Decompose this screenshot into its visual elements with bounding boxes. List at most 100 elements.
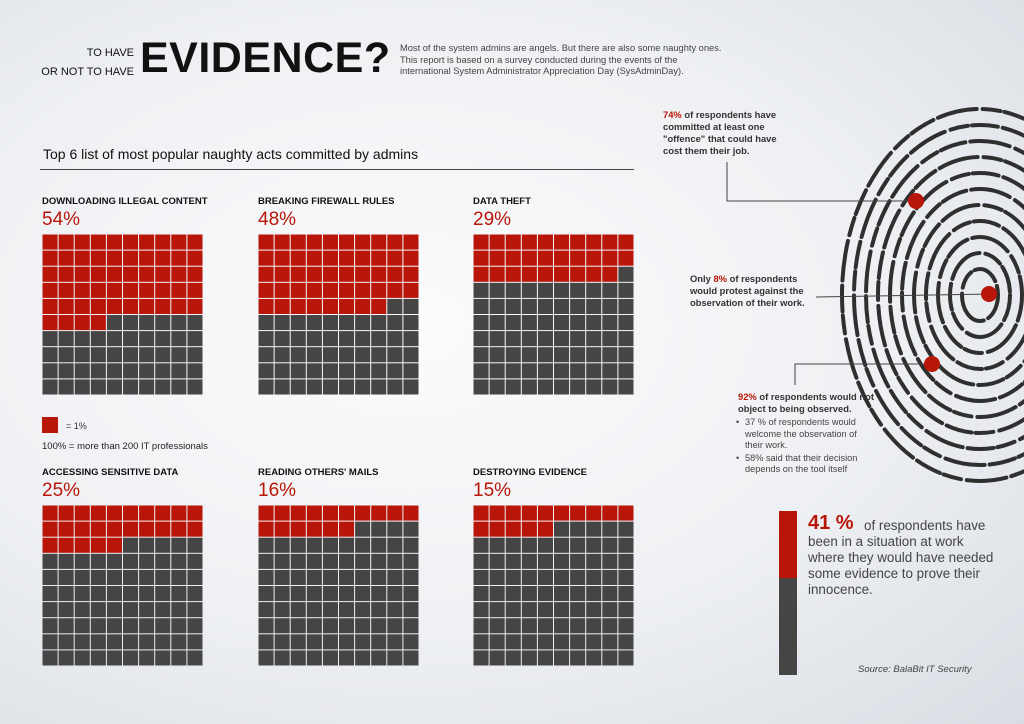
waffle-cell-filled	[274, 298, 290, 314]
waffle-cell-filled	[90, 315, 106, 331]
waffle-cell-empty	[322, 634, 338, 650]
waffle-cell-empty	[90, 347, 106, 363]
waffle-cell-filled	[521, 234, 537, 250]
waffle-cell-filled	[42, 282, 58, 298]
waffle-cell-empty	[306, 569, 322, 585]
waffle-cell-filled	[187, 298, 203, 314]
waffle-cell-empty	[505, 634, 521, 650]
waffle-cell-empty	[106, 553, 122, 569]
waffle-cell-empty	[387, 537, 403, 553]
waffle-cell-empty	[274, 553, 290, 569]
waffle-cell-filled	[58, 298, 74, 314]
waffle-cell-empty	[618, 363, 634, 379]
waffle-label: READING OTHERS' MAILS	[258, 467, 379, 478]
waffle-cell-empty	[123, 537, 139, 553]
waffle-cell-empty	[106, 634, 122, 650]
waffle-cell-empty	[74, 569, 90, 585]
waffle-cell-empty	[106, 347, 122, 363]
waffle-cell-filled	[171, 234, 187, 250]
waffle-cell-empty	[123, 634, 139, 650]
waffle-cell-filled	[106, 505, 122, 521]
waffle-cell-filled	[602, 505, 618, 521]
waffle-cell-filled	[505, 234, 521, 250]
callout-line-1	[726, 162, 916, 202]
waffle-cell-empty	[403, 553, 419, 569]
callout-3-bullets: • 37 % of respondents would welcome the o…	[736, 417, 876, 476]
waffle-cell-empty	[521, 379, 537, 395]
waffle-cell-empty	[106, 569, 122, 585]
waffle-cell-filled	[473, 250, 489, 266]
waffle-cell-filled	[42, 250, 58, 266]
waffle-cell-empty	[306, 315, 322, 331]
waffle-cell-empty	[155, 315, 171, 331]
waffle-cell-empty	[90, 553, 106, 569]
waffle-cell-empty	[473, 569, 489, 585]
waffle-cell-empty	[521, 586, 537, 602]
waffle-block-2: BREAKING FIREWALL RULES 48%	[258, 196, 419, 400]
waffle-cell-empty	[618, 602, 634, 618]
waffle-value-label: 16%	[258, 480, 297, 501]
waffle-cell-filled	[155, 234, 171, 250]
waffle-cell-filled	[274, 282, 290, 298]
waffle-cell-filled	[355, 250, 371, 266]
waffle-cell-filled	[42, 234, 58, 250]
waffle-cell-filled	[106, 537, 122, 553]
waffle-cell-empty	[489, 537, 505, 553]
waffle-cell-filled	[521, 250, 537, 266]
waffle-cell-empty	[258, 553, 274, 569]
waffle-cell-empty	[187, 331, 203, 347]
stat-text: of respondents have been in a situation …	[808, 518, 994, 597]
waffle-cell-empty	[586, 537, 602, 553]
waffle-value-label: 29%	[473, 209, 512, 230]
waffle-cell-filled	[505, 521, 521, 537]
waffle-cell-empty	[171, 379, 187, 395]
waffle-cell-filled	[58, 282, 74, 298]
waffle-cell-empty	[339, 379, 355, 395]
waffle-cell-empty	[274, 569, 290, 585]
waffle-cell-filled	[554, 266, 570, 282]
callout-1-text: of respondents have committed at least o…	[663, 109, 777, 156]
waffle-cell-filled	[123, 250, 139, 266]
waffle-cell-filled	[355, 234, 371, 250]
waffle-cell-empty	[106, 379, 122, 395]
waffle-cell-filled	[187, 521, 203, 537]
waffle-cell-empty	[387, 634, 403, 650]
waffle-cell-empty	[521, 363, 537, 379]
waffle-cell-empty	[505, 553, 521, 569]
waffle-cell-empty	[90, 363, 106, 379]
waffle-cell-filled	[258, 234, 274, 250]
waffle-cell-empty	[618, 379, 634, 395]
waffle-cell-empty	[505, 618, 521, 634]
waffle-cell-empty	[306, 602, 322, 618]
waffle-cell-empty	[339, 553, 355, 569]
waffle-cell-empty	[155, 586, 171, 602]
waffle-cell-empty	[322, 331, 338, 347]
waffle-cell-empty	[355, 634, 371, 650]
waffle-cell-empty	[387, 553, 403, 569]
waffle-cell-empty	[290, 634, 306, 650]
waffle-cell-empty	[554, 298, 570, 314]
waffle-cell-empty	[473, 618, 489, 634]
waffle-cell-empty	[258, 363, 274, 379]
waffle-cell-empty	[58, 379, 74, 395]
waffle-cell-filled	[387, 282, 403, 298]
waffle-cell-filled	[155, 250, 171, 266]
pre-title-line2: OR NOT TO HAVE	[41, 66, 134, 78]
waffle-cell-empty	[570, 298, 586, 314]
legend-note: 100% = more than 200 IT professionals	[42, 441, 208, 452]
waffle-cell-empty	[187, 569, 203, 585]
waffle-cell-empty	[505, 569, 521, 585]
waffle-cell-filled	[387, 505, 403, 521]
waffle-cell-filled	[123, 282, 139, 298]
waffle-cell-empty	[74, 553, 90, 569]
waffle-cell-empty	[274, 379, 290, 395]
waffle-cell-empty	[123, 363, 139, 379]
waffle-cell-empty	[489, 650, 505, 666]
waffle-cell-empty	[290, 618, 306, 634]
waffle-cell-empty	[554, 634, 570, 650]
waffle-cell-empty	[58, 363, 74, 379]
waffle-cell-empty	[106, 363, 122, 379]
callout-3-bullet: • 58% said that their decision depends on…	[736, 452, 858, 475]
waffle-cell-empty	[123, 650, 139, 666]
legend-unit-label: = 1%	[66, 421, 87, 431]
